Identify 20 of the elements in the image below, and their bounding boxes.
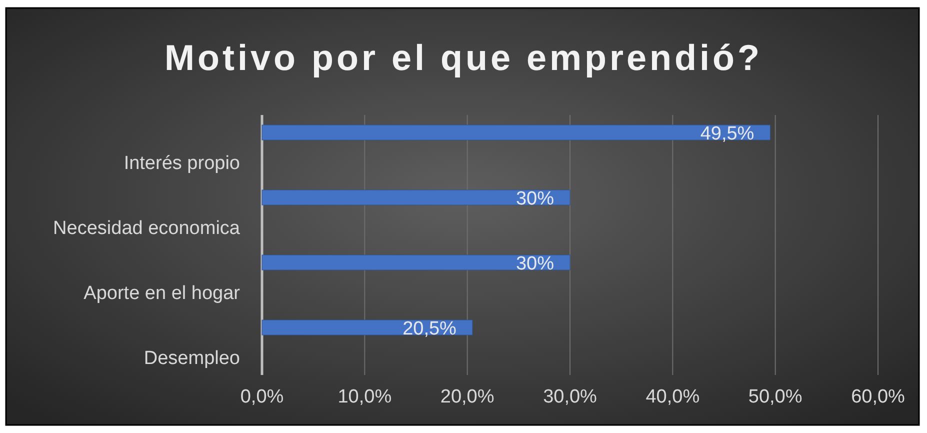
x-tick-label: 10,0%	[338, 386, 392, 408]
data-label: 20,5%	[402, 318, 457, 340]
bar	[262, 124, 770, 140]
x-tick-label: 20,0%	[440, 386, 494, 408]
data-label: 30%	[516, 188, 554, 210]
data-label: 30%	[516, 254, 554, 274]
bar	[262, 190, 570, 206]
x-tick-label: 50,0%	[748, 386, 802, 408]
data-label: 49,5%	[700, 124, 754, 144]
bar	[262, 320, 473, 336]
chart-title: Motivo por el que emprendió?	[164, 37, 763, 78]
bar	[262, 254, 570, 270]
y-tick-label: Aporte en el hogar	[84, 283, 241, 304]
x-tick-label: 40,0%	[646, 386, 700, 408]
y-tick-label: Desempleo	[144, 348, 240, 370]
x-tick-label: 60,0%	[851, 386, 906, 408]
x-tick-label: 0,0%	[240, 386, 284, 408]
y-tick-label: Interés propio	[124, 153, 240, 174]
x-tick-label: 30,0%	[543, 386, 598, 408]
y-tick-label: Necesidad economica	[53, 218, 240, 240]
